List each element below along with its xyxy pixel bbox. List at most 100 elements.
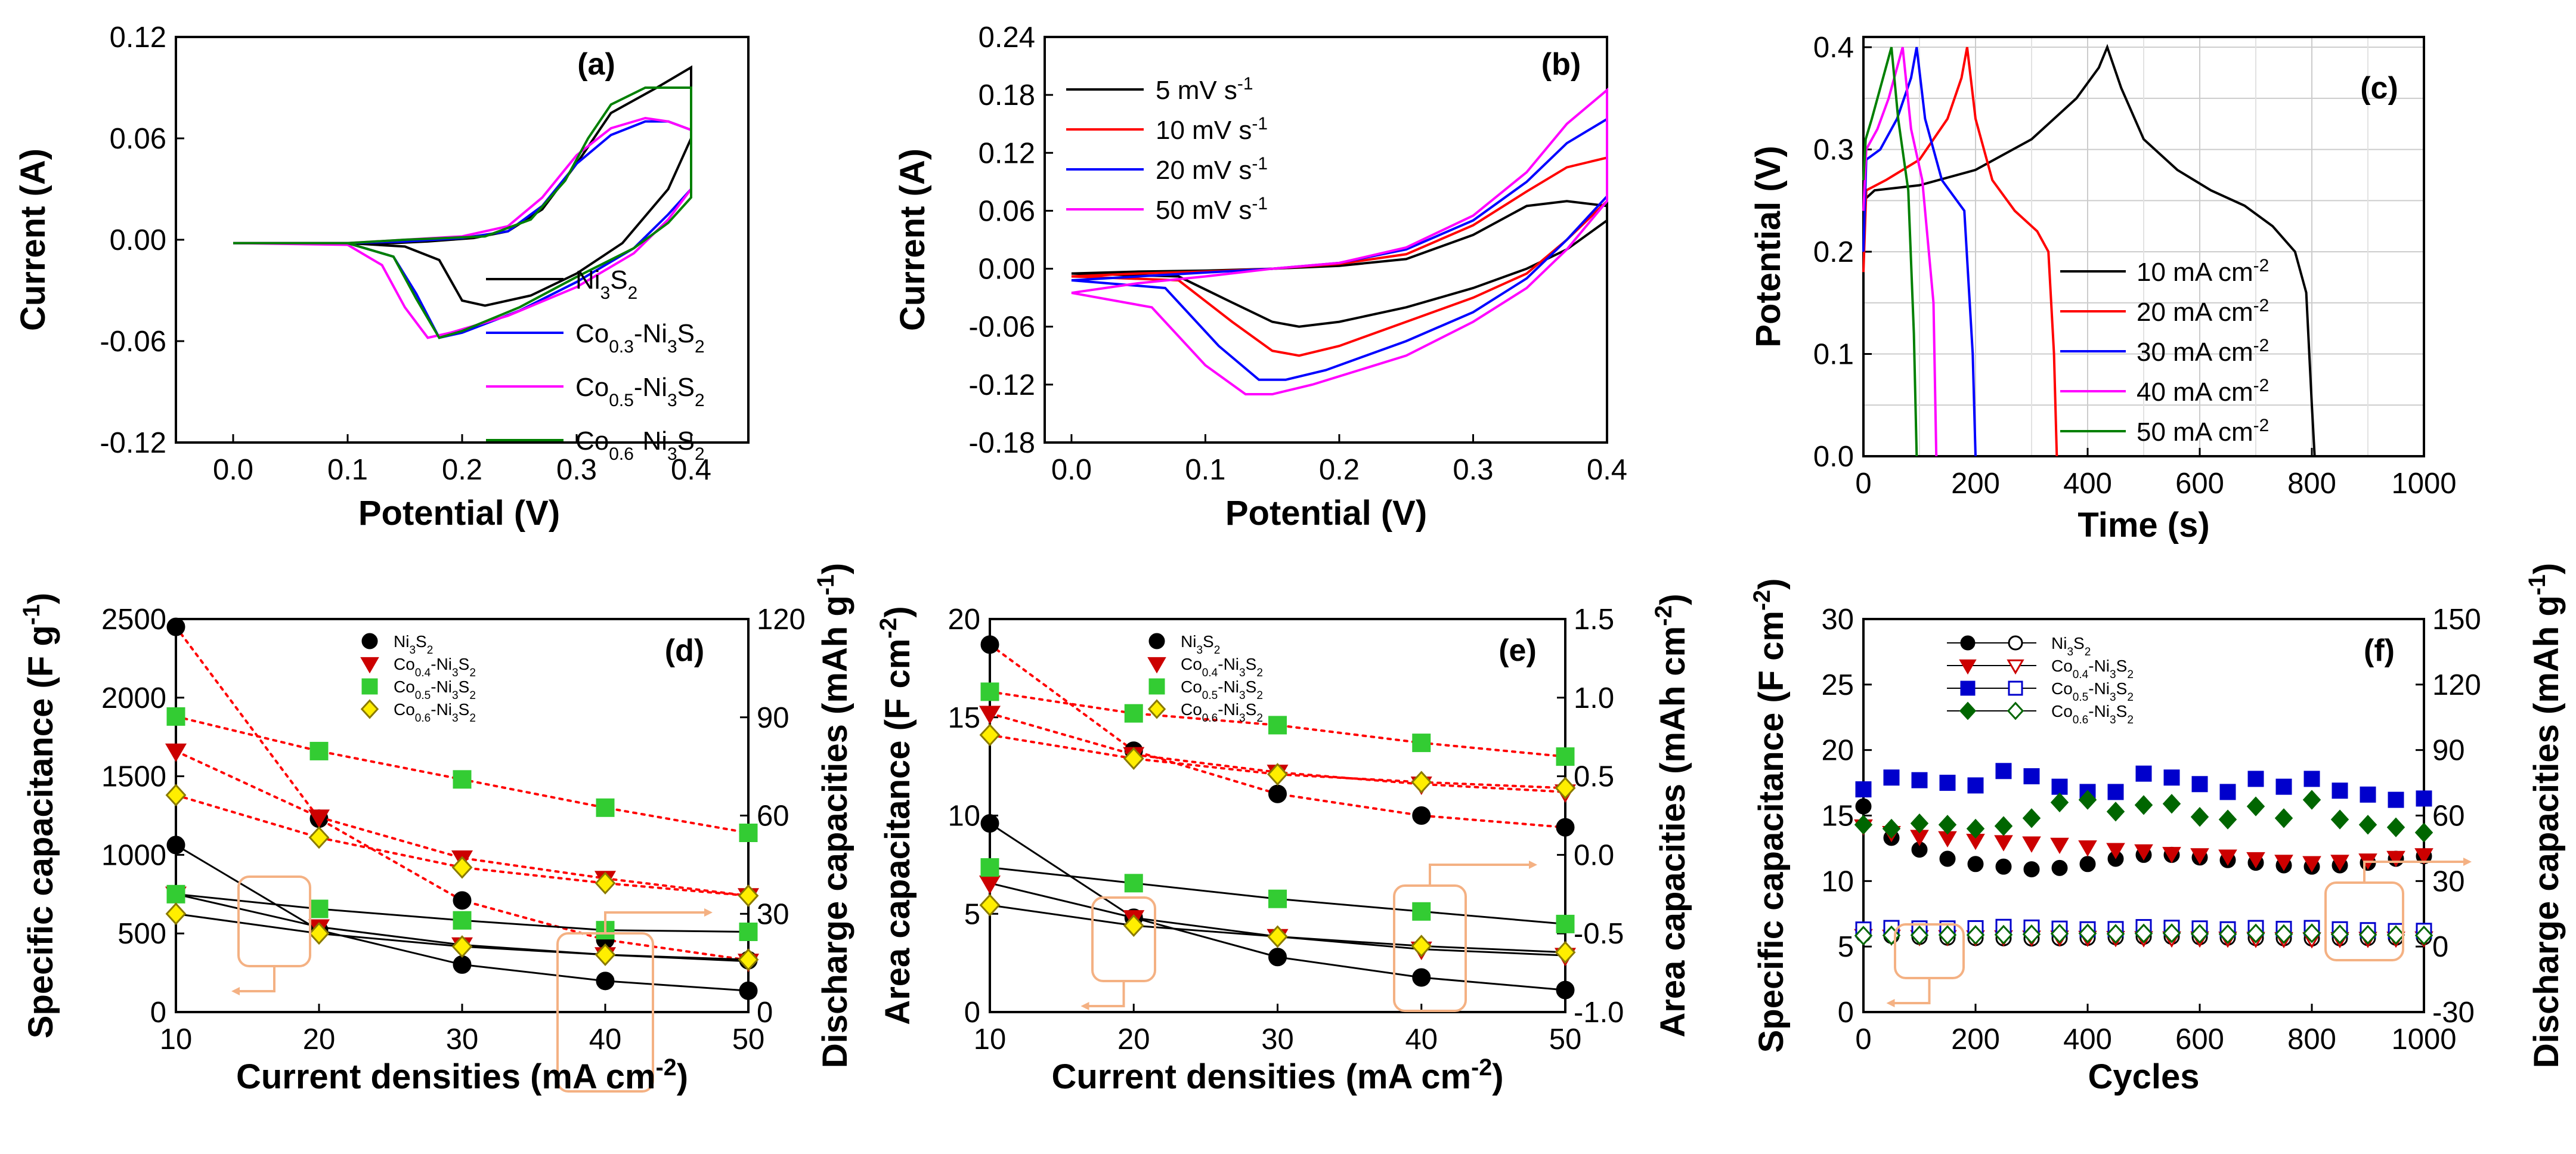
x-tick-label: 20	[1117, 1023, 1150, 1056]
y-tick-label: 1000	[101, 839, 166, 871]
capacity-point	[738, 948, 759, 972]
capacitance-point	[980, 682, 999, 701]
legend-marker	[1148, 633, 1165, 649]
legend-marker	[1959, 659, 1977, 675]
legend-label: 40 mA cm-2	[2137, 376, 2269, 407]
capacity-point	[2358, 924, 2377, 945]
panel-label: (d)	[665, 633, 704, 668]
y-tick-label: 25	[1821, 669, 1854, 701]
capacity-point	[2386, 925, 2405, 945]
capacity-point	[166, 884, 185, 904]
capacitance-point	[2386, 817, 2405, 837]
legend-marker	[361, 678, 378, 695]
y2-axis-title: Discharge capacities (mAh g-1)	[813, 563, 854, 1068]
capacity-point	[1555, 940, 1576, 964]
x-tick-label: 1000	[2391, 468, 2456, 500]
capacitance-point	[2163, 769, 2180, 786]
y-tick-label: 15	[1821, 800, 1854, 833]
capacity-point	[2330, 924, 2349, 945]
y-tick-label: 2000	[101, 682, 166, 714]
capacity-point	[739, 922, 758, 941]
capacity-point	[165, 902, 187, 926]
capacity-point	[595, 943, 616, 966]
capacitance-point	[1939, 775, 1956, 791]
y2-tick-label: 1.5	[1574, 604, 1614, 636]
capacitance-point	[2050, 792, 2069, 813]
y2-tick-label: 30	[757, 898, 789, 930]
y-axis-title: Potential (V)	[1749, 146, 1788, 347]
capacitance-point	[2332, 782, 2348, 799]
capacity-point	[453, 911, 472, 930]
legend-label: 10 mV s-1	[1156, 114, 1268, 146]
y-tick-label: -0.12	[968, 369, 1035, 401]
capacity-point	[451, 935, 473, 958]
capacity-point	[1556, 914, 1575, 933]
y-tick-label: 0.4	[1813, 32, 1854, 64]
capacity-point	[2162, 923, 2181, 943]
capacitance-point	[2078, 840, 2097, 857]
capacity-point	[2050, 923, 2069, 944]
y-tick-label: 0.3	[1813, 134, 1854, 166]
y-tick-label: 0	[150, 997, 166, 1029]
y-tick-label: 20	[1821, 735, 1854, 767]
capacity-point	[2246, 923, 2265, 943]
legend-marker	[360, 699, 379, 719]
y-tick-label: 15	[948, 702, 980, 734]
x-tick-label: 0.2	[442, 454, 482, 486]
capacity-point	[1556, 980, 1575, 1000]
capacitance-point	[451, 856, 473, 879]
x-tick-label: 40	[1405, 1023, 1438, 1056]
y-tick-label: 20	[948, 604, 980, 636]
y-tick-label: 0.00	[979, 253, 1035, 286]
capacitance-point	[2218, 809, 2237, 830]
legend-marker	[1147, 699, 1166, 719]
capacitance-point	[2134, 795, 2153, 815]
panel-c: 0 200 400 600 800 1000 0.0 0.1 0.2 0.3 0.4 (c) Time …	[1749, 32, 2457, 544]
capacitance-point	[1556, 747, 1575, 766]
cv-curve	[233, 86, 692, 339]
legend-label: 50 mV s-1	[1156, 194, 1268, 225]
x-tick-label: 0.1	[327, 454, 368, 486]
arrow-head-icon	[231, 987, 240, 995]
annotation-arrow	[1890, 978, 1931, 1004]
y2-tick-label: 60	[2432, 800, 2465, 833]
legend-label: 20 mV s-1	[1156, 154, 1268, 185]
y-tick-label: 0.06	[110, 123, 166, 155]
legend-label: Co0.4-Ni3S2	[2051, 657, 2134, 681]
legend-label: Co0.4-Ni3S2	[394, 655, 476, 679]
capacity-point	[309, 899, 329, 918]
legend-label: Co0.5-Ni3S2	[394, 677, 476, 702]
x-tick-label: 200	[1951, 1023, 2000, 1056]
capacitance-point	[165, 743, 187, 762]
capacitance-fit-line	[175, 794, 750, 897]
x-tick-label: 600	[2175, 1023, 2224, 1056]
plot-frame	[1044, 36, 1608, 444]
capacity-point	[1994, 924, 2013, 945]
legend-marker	[1960, 680, 1976, 696]
annotation-arrow	[2363, 861, 2466, 883]
y-tick-label: 0.24	[979, 21, 1035, 54]
capacitance-point	[1268, 784, 1287, 803]
legend-label: 50 mA cm-2	[2137, 416, 2269, 447]
capacitance-point	[595, 871, 616, 895]
y-tick-label: 0.00	[110, 224, 166, 256]
legend-label: Co0.3-Ni3S2	[575, 319, 705, 357]
x-tick-label: 0.2	[1319, 454, 1360, 486]
capacitance-point	[2274, 855, 2293, 871]
capacitance-point	[2134, 844, 2153, 861]
annotation-arrow	[604, 911, 707, 933]
panel-e: 10 20 30 40 50 0 5 10 15 20 -1.0 -0.5 0.0 0.5 1.0 1.5 (e…	[875, 593, 1692, 1096]
x-tick-label: 800	[2287, 1023, 2336, 1056]
capacitance-fit-line	[175, 626, 750, 962]
x-tick-label: 0.1	[1185, 454, 1225, 486]
x-tick-label: 0.3	[556, 454, 597, 486]
capacity-point	[1882, 925, 1901, 946]
cv-curve	[1071, 87, 1608, 396]
annotation-arrow	[1429, 864, 1531, 886]
arrow-head-icon	[1886, 999, 1895, 1007]
capacitance-point	[2162, 847, 2181, 864]
y-tick-label: 0.12	[979, 137, 1035, 169]
capacitance-point	[2078, 790, 2097, 810]
capacitance-point	[2274, 808, 2293, 828]
y-axis-title: Area capacitance (F cm-2)	[875, 606, 917, 1025]
